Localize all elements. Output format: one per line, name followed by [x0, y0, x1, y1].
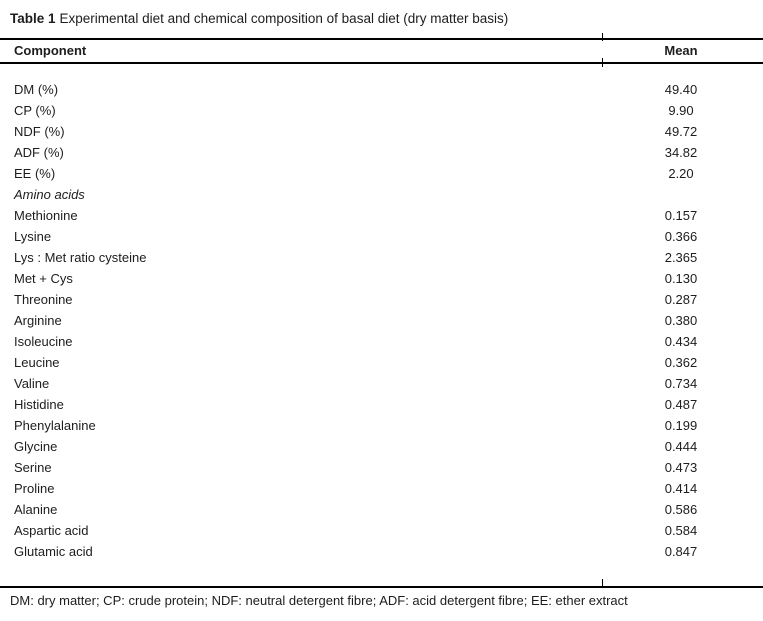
table-row: Histidine 0.487	[0, 394, 763, 415]
component-cell: EE (%)	[14, 166, 56, 181]
mean-cell: 49.72	[664, 124, 698, 139]
mean-cell: 34.82	[664, 145, 698, 160]
table-row: Aspartic acid 0.584	[0, 520, 763, 541]
column-divider-tick	[602, 58, 603, 67]
mean-cell: 49.40	[664, 82, 698, 97]
component-cell: Glycine	[14, 439, 58, 454]
mean-cell: 0.414	[664, 481, 698, 496]
component-cell: Aspartic acid	[14, 523, 89, 538]
table-row: Lysine 0.366	[0, 226, 763, 247]
table-row: Phenylalanine 0.199	[0, 415, 763, 436]
component-cell: CP (%)	[14, 103, 56, 118]
component-cell: Threonine	[14, 292, 73, 307]
table-row: Lys : Met ratio cysteine 2.365	[0, 247, 763, 268]
table-row: NDF (%) 49.72	[0, 121, 763, 142]
mean-cell: 0.366	[664, 229, 698, 244]
component-cell: Lys : Met ratio cysteine	[14, 250, 147, 265]
mean-cell: 2.20	[668, 166, 694, 181]
mean-cell: 0.444	[664, 439, 698, 454]
mean-cell: 0.847	[664, 544, 698, 559]
table-row: Arginine 0.380	[0, 310, 763, 331]
mean-cell: 0.130	[664, 271, 698, 286]
mean-cell: 0.380	[664, 313, 698, 328]
mean-cell: 0.584	[664, 523, 698, 538]
mean-cell: 0.586	[664, 502, 698, 517]
component-cell: Isoleucine	[14, 334, 73, 349]
mean-cell: 0.734	[664, 376, 698, 391]
component-cell: NDF (%)	[14, 124, 65, 139]
table-row: Isoleucine 0.434	[0, 331, 763, 352]
component-cell: Amino acids	[14, 187, 85, 202]
component-cell: DM (%)	[14, 82, 59, 97]
mean-cell: 0.157	[664, 208, 698, 223]
mean-cell: 2.365	[664, 250, 698, 265]
component-cell: Arginine	[14, 313, 62, 328]
table-row: Alanine 0.586	[0, 499, 763, 520]
table-row: CP (%) 9.90	[0, 100, 763, 121]
component-cell: Proline	[14, 481, 55, 496]
mean-cell: 0.473	[664, 460, 698, 475]
table-row: Valine 0.734	[0, 373, 763, 394]
mean-cell: 0.287	[664, 292, 698, 307]
component-cell: Valine	[14, 376, 50, 391]
mean-cell: 0.199	[664, 418, 698, 433]
component-cell: Histidine	[14, 397, 64, 412]
table-row: Met + Cys 0.130	[0, 268, 763, 289]
column-divider-tick	[602, 33, 603, 41]
table-footnote: DM: dry matter; CP: crude protein; NDF: …	[10, 593, 628, 608]
mean-cell: 0.487	[664, 397, 698, 412]
component-cell: ADF (%)	[14, 145, 64, 160]
table-bottom-rule	[0, 586, 763, 588]
table-row: DM (%) 49.40	[0, 79, 763, 100]
component-cell: Methionine	[14, 208, 78, 223]
table-row: Glutamic acid 0.847	[0, 541, 763, 562]
table-row: ADF (%) 34.82	[0, 142, 763, 163]
column-header-component: Component	[14, 43, 87, 58]
table-row: Serine 0.473	[0, 457, 763, 478]
table-title: Table 1 Experimental diet and chemical co…	[10, 9, 757, 28]
table-row: Threonine 0.287	[0, 289, 763, 310]
component-cell: Phenylalanine	[14, 418, 96, 433]
mean-cell: 0.362	[664, 355, 698, 370]
table-caption: Experimental diet and chemical compositi…	[59, 11, 509, 26]
component-cell: Glutamic acid	[14, 544, 93, 559]
mean-cell: 0.434	[664, 334, 698, 349]
table-body: DM (%) 49.40 CP (%) 9.90 NDF (%) 49.72 ADF (%)…	[0, 64, 763, 562]
table-row: Methionine 0.157	[0, 205, 763, 226]
component-cell: Met + Cys	[14, 271, 73, 286]
table-number-label: Table 1	[10, 11, 56, 26]
table-row: Glycine 0.444	[0, 436, 763, 457]
table-row: Amino acids	[0, 184, 763, 205]
mean-cell: 9.90	[668, 103, 694, 118]
header-bottom-rule	[0, 62, 763, 64]
table-top-rule	[0, 38, 763, 40]
table-row: EE (%) 2.20	[0, 163, 763, 184]
component-cell: Alanine	[14, 502, 58, 517]
component-cell: Lysine	[14, 229, 52, 244]
column-divider-tick	[602, 579, 603, 588]
component-cell: Leucine	[14, 355, 60, 370]
component-cell: Serine	[14, 460, 52, 475]
table-header-row: Component Mean	[0, 41, 763, 61]
column-header-mean: Mean	[664, 43, 698, 58]
table-row: Proline 0.414	[0, 478, 763, 499]
table-row: Leucine 0.362	[0, 352, 763, 373]
